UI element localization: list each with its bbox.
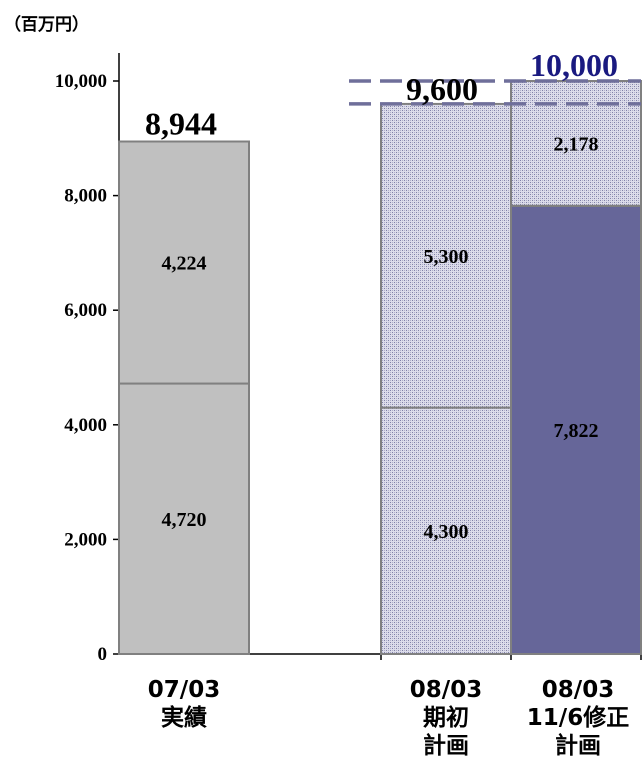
segment-value-label: 4,720 <box>162 509 207 531</box>
bar-segment <box>510 80 642 207</box>
bars: 4,720 4,224 4,300 5,300 7,822 2,178 8,944 9,600… <box>118 47 642 655</box>
segment-value-label: 4,224 <box>162 253 207 275</box>
category-label: 期初 <box>423 704 469 731</box>
bar-total-label: 8,944 <box>145 106 217 142</box>
y-axis: 0 2,000 4,000 6,000 8,000 10,000 <box>55 53 642 665</box>
bar-total-label: 10,000 <box>530 47 618 83</box>
segment-value-label: 5,300 <box>424 246 469 268</box>
category-label: 11/6修正 <box>527 704 629 731</box>
category-label: 計画 <box>555 732 601 759</box>
bar-segment <box>118 382 250 655</box>
y-tick-label: 6,000 <box>64 300 107 321</box>
segment-value-label: 7,822 <box>554 420 599 442</box>
category-label: 07/03 <box>148 677 220 703</box>
category-label: 実績 <box>161 704 207 731</box>
y-tick-label: 8,000 <box>64 186 107 207</box>
category-label: 08/03 <box>410 677 482 703</box>
y-tick-label: 2,000 <box>64 529 107 550</box>
y-tick-label: 4,000 <box>64 415 107 436</box>
bar-segment <box>118 140 250 385</box>
segment-value-label: 4,300 <box>424 521 469 543</box>
y-tick-label: 10,000 <box>55 71 107 92</box>
y-tick-label: 0 <box>98 644 108 665</box>
category-label: 08/03 <box>542 677 614 703</box>
bar-segment <box>380 406 512 655</box>
segment-value-label: 2,178 <box>554 133 599 155</box>
unit-label: （百万円） <box>4 14 89 35</box>
bar-segment <box>510 204 642 655</box>
bar-total-label: 9,600 <box>406 71 478 107</box>
category-label: 計画 <box>423 732 469 759</box>
